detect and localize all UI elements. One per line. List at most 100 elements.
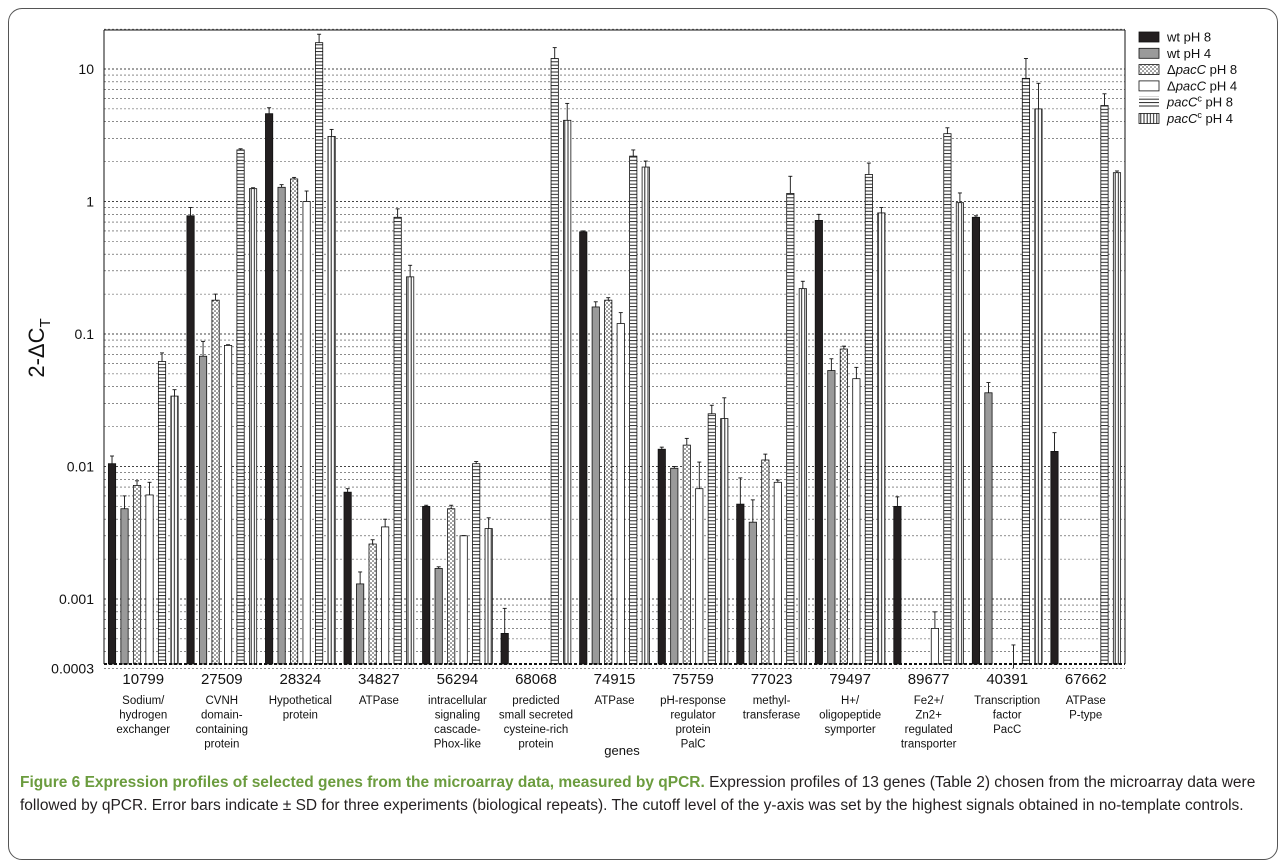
bar bbox=[381, 526, 390, 665]
bar bbox=[315, 42, 324, 665]
bar bbox=[786, 193, 795, 665]
bar bbox=[290, 178, 299, 665]
bar bbox=[657, 448, 666, 665]
bar bbox=[484, 528, 493, 665]
y-tick-label: 0.001 bbox=[59, 591, 94, 607]
bar bbox=[327, 135, 336, 665]
category-description: domain- bbox=[201, 710, 243, 722]
category-description: Zn2+ bbox=[915, 710, 942, 722]
bar bbox=[893, 505, 902, 665]
bar bbox=[145, 494, 154, 665]
bar bbox=[641, 166, 650, 665]
y-tick-label: 0.01 bbox=[67, 459, 94, 475]
category-description: ATPase bbox=[594, 695, 634, 707]
bar bbox=[406, 276, 415, 665]
category-description: protein bbox=[675, 724, 710, 736]
y-axis-label: 2-ΔCT bbox=[24, 318, 54, 377]
category-description: protein bbox=[204, 739, 239, 751]
y-tick-label: 10 bbox=[78, 61, 94, 77]
x-tick-label: 77023 bbox=[751, 671, 793, 688]
bar bbox=[761, 459, 770, 665]
bar bbox=[277, 186, 286, 665]
category-description: oligopeptide bbox=[819, 710, 881, 722]
category-description: CVNH bbox=[206, 695, 239, 707]
category-description: containing bbox=[196, 724, 248, 736]
bar bbox=[447, 508, 456, 665]
bar bbox=[434, 568, 443, 665]
bar bbox=[736, 503, 745, 665]
bar bbox=[827, 370, 836, 665]
legend-label: ΔpacC pH 4 bbox=[1167, 78, 1237, 93]
x-tick-label: 74915 bbox=[594, 671, 636, 688]
x-tick-label: 68068 bbox=[515, 671, 557, 688]
legend-swatch bbox=[1138, 64, 1160, 75]
category-description: PacC bbox=[993, 724, 1021, 736]
category-description: P-type bbox=[1069, 710, 1102, 722]
x-tick-label: 79497 bbox=[829, 671, 871, 688]
bar bbox=[1021, 77, 1030, 665]
legend-swatch bbox=[1138, 113, 1160, 124]
bar bbox=[955, 202, 964, 665]
bar bbox=[852, 378, 861, 665]
category-description: H+/ bbox=[841, 695, 860, 707]
category-description: transferase bbox=[743, 710, 801, 722]
bar bbox=[798, 288, 807, 665]
category-description: exchanger bbox=[116, 724, 170, 736]
bar bbox=[550, 58, 559, 665]
bar bbox=[157, 361, 167, 665]
bar bbox=[1034, 108, 1043, 665]
category-description: symporter bbox=[825, 724, 876, 736]
category-description: intracellular bbox=[428, 695, 487, 707]
category-description: pH-response bbox=[660, 695, 726, 707]
category-description: regulated bbox=[905, 724, 953, 736]
bar bbox=[720, 418, 729, 665]
bar bbox=[814, 220, 823, 665]
x-tick-label: 56294 bbox=[437, 671, 479, 688]
x-axis-label: genes bbox=[604, 743, 640, 758]
bar bbox=[579, 231, 588, 665]
category-description: Transcription bbox=[974, 695, 1040, 707]
bar bbox=[839, 348, 848, 665]
bar bbox=[459, 535, 468, 665]
x-tick-label: 89677 bbox=[908, 671, 950, 688]
bar bbox=[707, 413, 716, 665]
figure-caption: Figure 6 Expression profiles of selected… bbox=[20, 771, 1265, 817]
y-tick-label: 1 bbox=[86, 194, 94, 210]
bar bbox=[343, 491, 352, 665]
legend-swatch bbox=[1139, 96, 1159, 109]
category-description: cysteine-rich bbox=[504, 724, 569, 736]
grid bbox=[104, 28, 1125, 669]
category-description: Hypothetical bbox=[269, 695, 332, 707]
y-tick-label: 0.0003 bbox=[51, 660, 94, 676]
category-description: PalC bbox=[681, 739, 706, 751]
category-description: methyl- bbox=[753, 695, 791, 707]
bar bbox=[132, 485, 142, 665]
category-description: ATPase bbox=[359, 695, 399, 707]
bar bbox=[472, 463, 481, 665]
category-description: regulator bbox=[670, 710, 716, 722]
legend-swatch bbox=[1138, 47, 1160, 59]
legend-label: pacCc pH 8 bbox=[1166, 94, 1233, 110]
bar bbox=[356, 583, 365, 665]
bar bbox=[302, 201, 311, 665]
category-description: hydrogen bbox=[119, 710, 167, 722]
bar bbox=[422, 505, 431, 665]
x-tick-label: 27509 bbox=[201, 671, 243, 688]
bar bbox=[107, 463, 117, 665]
category-description: protein bbox=[518, 739, 553, 751]
bar bbox=[629, 155, 638, 665]
bar bbox=[695, 488, 704, 665]
category-description: ATPase bbox=[1066, 695, 1106, 707]
bar bbox=[591, 306, 600, 665]
legend-swatch bbox=[1138, 31, 1160, 43]
category-description: Sodium/ bbox=[122, 695, 165, 707]
category-description: protein bbox=[283, 710, 318, 722]
bar bbox=[984, 392, 993, 665]
category-description: transporter bbox=[901, 739, 957, 751]
bar bbox=[120, 508, 129, 665]
bar bbox=[224, 345, 233, 665]
bar bbox=[265, 113, 274, 665]
category-description: signaling bbox=[435, 710, 480, 722]
category-description: small secreted bbox=[499, 710, 573, 722]
